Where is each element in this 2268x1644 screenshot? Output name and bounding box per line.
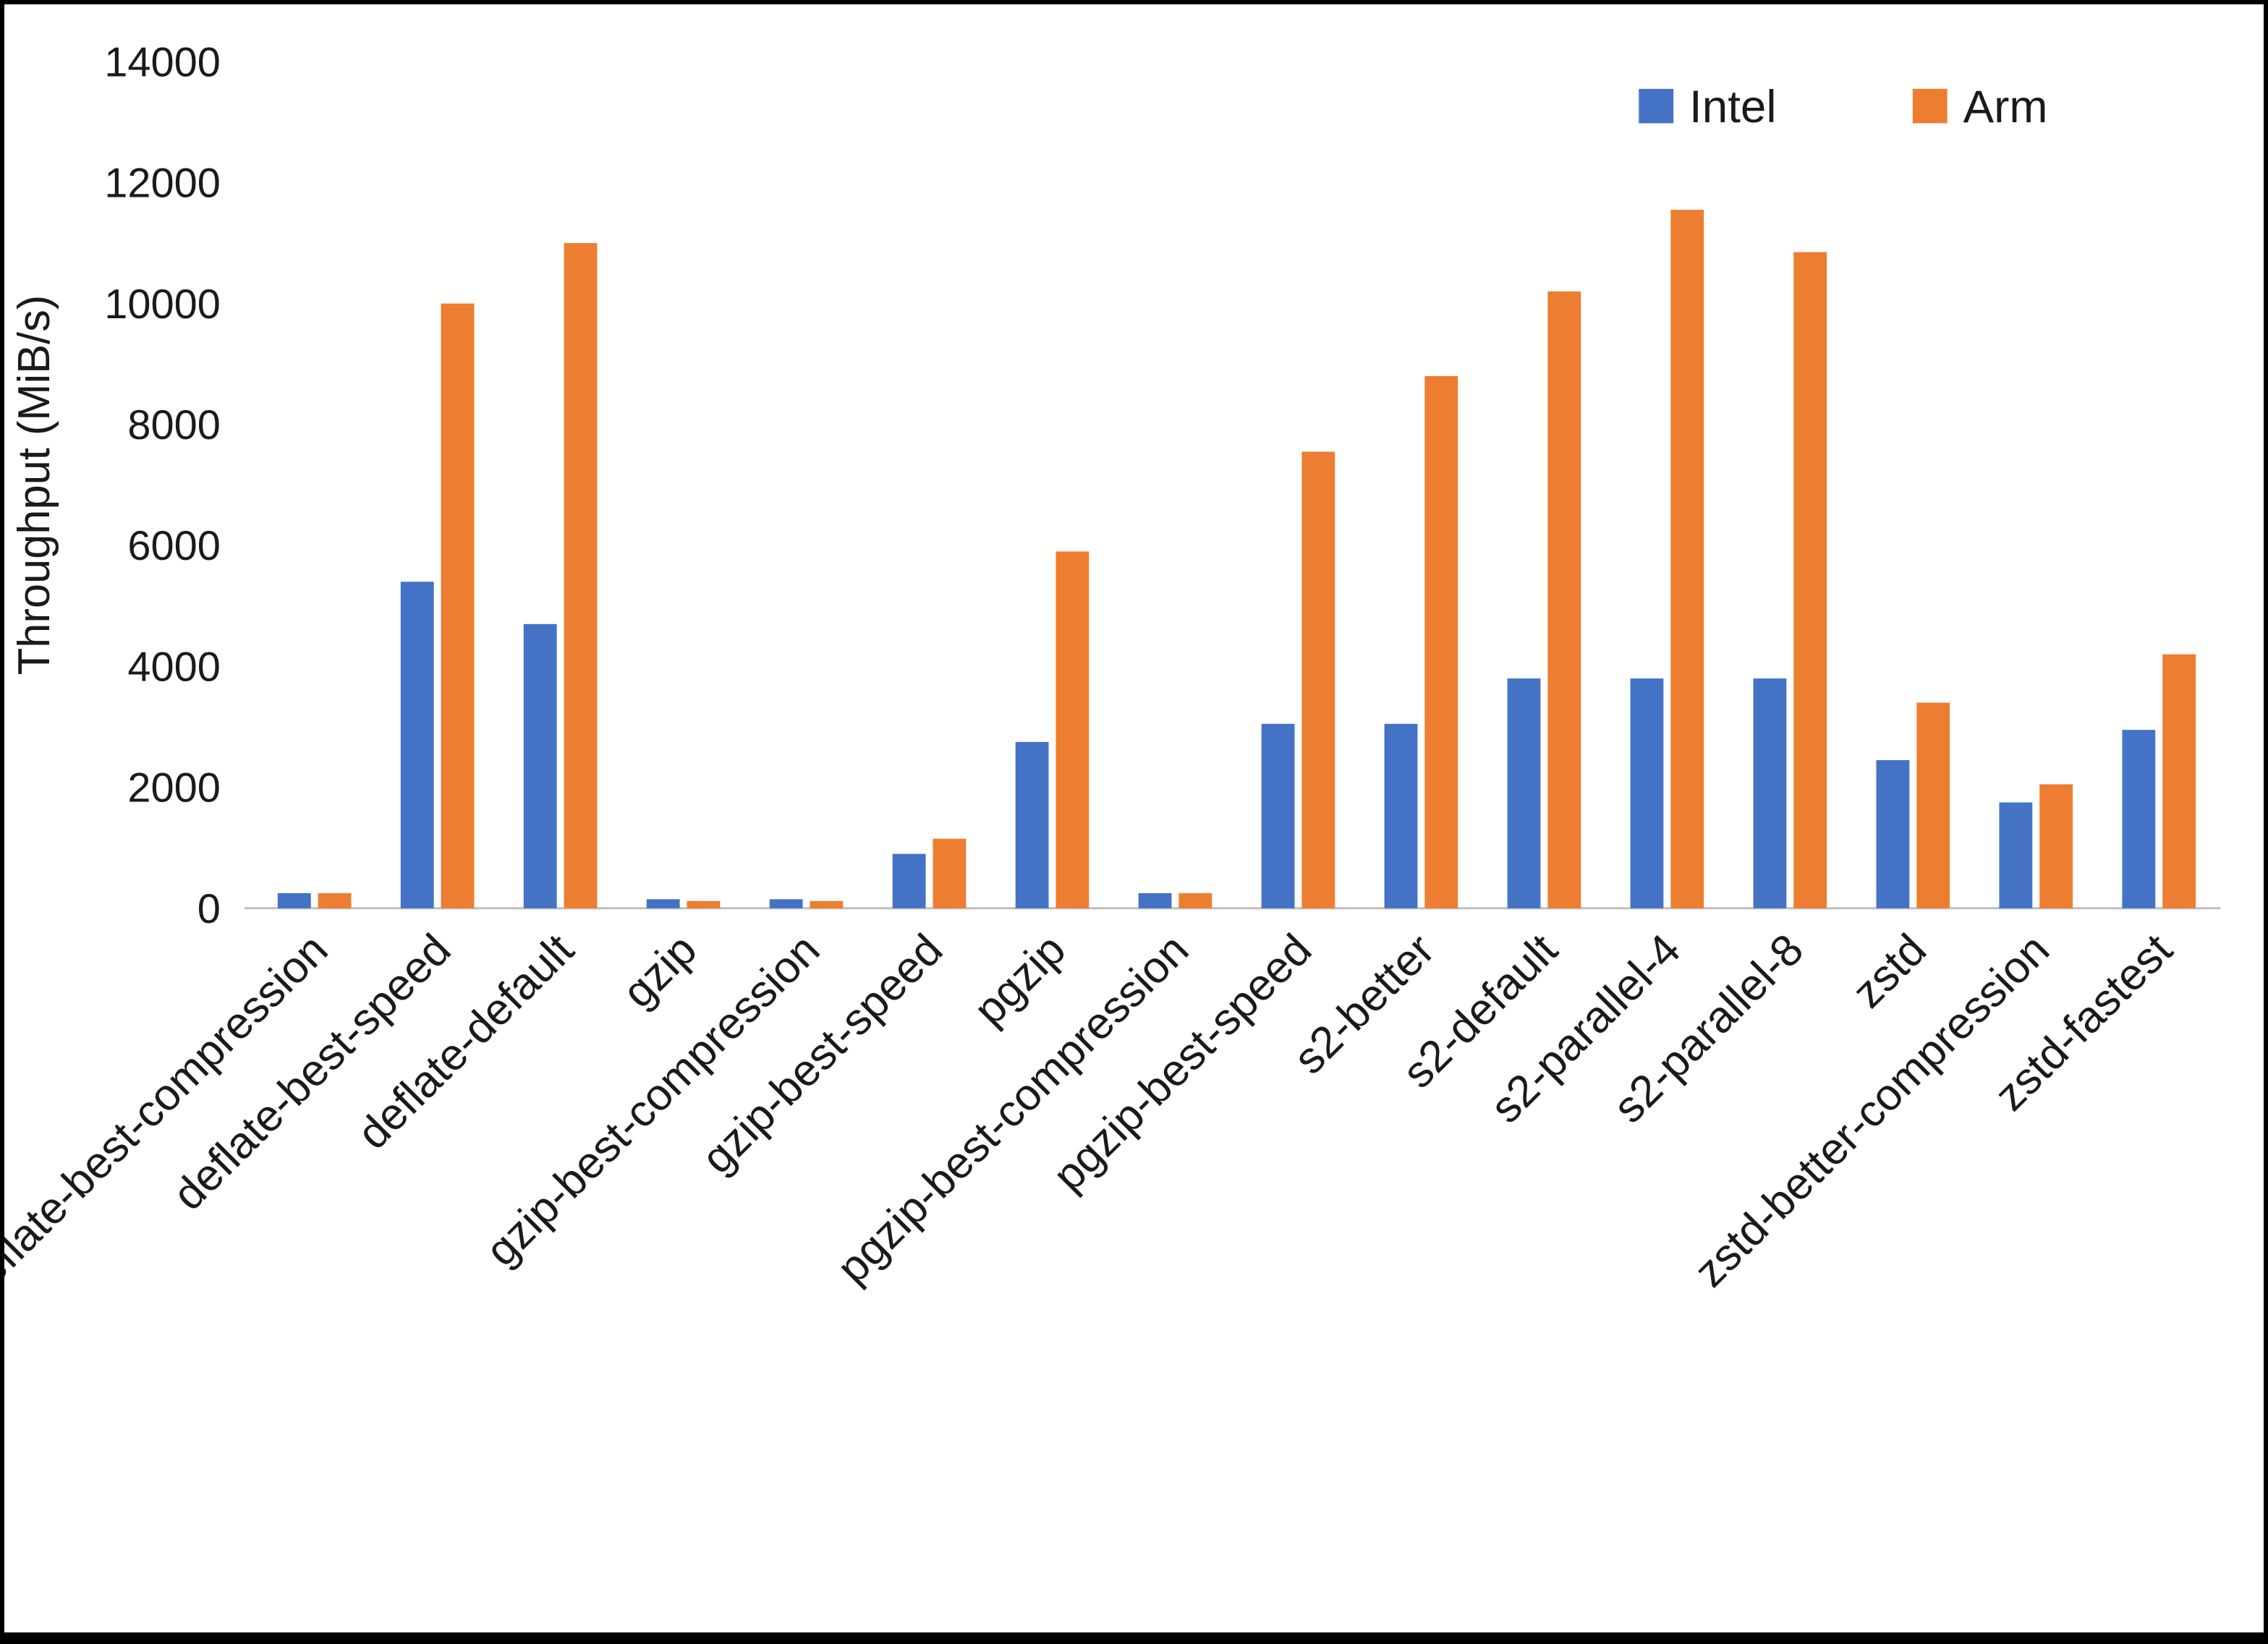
y-axis-tick-label: 10000: [104, 281, 221, 328]
bar-intel: [1630, 678, 1664, 908]
bar-intel: [892, 853, 926, 908]
legend-label-arm: Arm: [1963, 81, 2048, 132]
bar-intel: [1384, 723, 1418, 908]
bar-arm: [1670, 210, 1704, 908]
y-axis-tick-label: 6000: [127, 523, 221, 569]
y-axis-title: Throughput (MiB/s): [9, 295, 59, 675]
y-axis-tick-label: 4000: [127, 644, 221, 691]
x-axis-category-label: zstd: [1843, 924, 1936, 1017]
x-axis-category-label: gzip: [613, 924, 706, 1017]
legend-swatch-intel: [1639, 88, 1674, 124]
bar-intel: [1138, 893, 1172, 908]
bar-arm: [810, 900, 844, 908]
bar-intel: [1507, 678, 1541, 908]
bar-arm: [1301, 451, 1335, 908]
y-axis-tick-label: 14000: [104, 39, 221, 85]
bar-arm: [687, 900, 721, 908]
bar-intel: [2122, 730, 2156, 908]
y-axis-tick-label: 8000: [127, 402, 221, 448]
bar-arm: [318, 893, 352, 908]
bar-intel: [1261, 723, 1295, 908]
y-axis-tick-label: 12000: [104, 161, 221, 207]
bar-intel: [1999, 802, 2033, 908]
y-axis-tick-label: 0: [198, 886, 221, 932]
bar-intel: [277, 893, 311, 908]
bar-arm: [1547, 291, 1581, 908]
bar-chart: 0 2000 4000 6000 8000 10000 12000 14000 deflate-…: [4, 39, 2221, 1312]
bar-intel: [646, 899, 680, 908]
bar-arm: [1424, 376, 1458, 908]
legend-label-intel: Intel: [1689, 81, 1776, 132]
bar-arm: [933, 838, 967, 908]
bar-arm: [1178, 893, 1212, 908]
bar-arm: [1793, 252, 1827, 908]
bar-arm: [1056, 551, 1090, 908]
bar-arm: [2039, 784, 2073, 908]
x-axis-category-label: pgzip: [964, 924, 1075, 1034]
bar-intel: [523, 623, 557, 908]
legend-swatch-arm: [1912, 88, 1948, 124]
bar-arm: [564, 243, 598, 908]
bar-arm: [2162, 654, 2196, 908]
bar-intel: [1876, 759, 1910, 908]
bar-arm: [441, 303, 475, 908]
bar-arm: [1916, 702, 1950, 908]
x-axis-category-label: deflate-default: [348, 924, 584, 1159]
y-axis-tick-label: 2000: [127, 765, 221, 812]
bar-intel: [400, 582, 434, 908]
bar-intel: [769, 899, 803, 908]
bar-intel: [1753, 678, 1787, 908]
bar-intel: [1015, 741, 1049, 908]
